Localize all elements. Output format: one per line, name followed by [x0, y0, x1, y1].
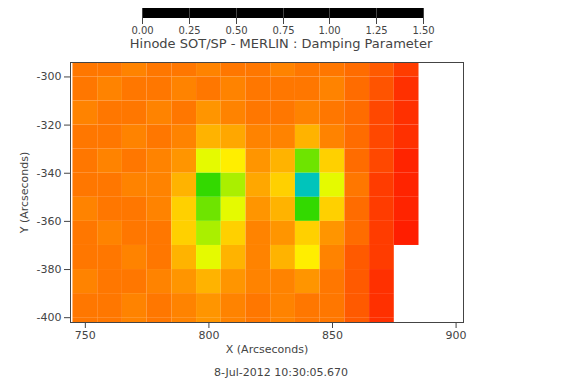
- html-text:8-Jul-2012 10:30:05.670: 8-Jul-2012 10:30:05.670: [213, 366, 349, 379]
- svg-text:Y (Arcseconds): Y (Arcseconds): [18, 152, 31, 235]
- svg-text:-380: -380: [37, 263, 62, 276]
- svg-text:900: 900: [446, 329, 467, 342]
- svg-text:0.50: 0.50: [225, 25, 247, 36]
- html-text:Hinode SOT/SP - MERLIN : Dampi: Hinode SOT/SP - MERLIN : Damping Paramet…: [129, 36, 433, 51]
- svg-text:1.25: 1.25: [365, 25, 387, 36]
- svg-text:800: 800: [198, 329, 219, 342]
- svg-text:-300: -300: [37, 70, 62, 83]
- svg-text:-320: -320: [37, 119, 62, 132]
- svg-text:1.00: 1.00: [318, 25, 340, 36]
- svg-text:750: 750: [75, 329, 96, 342]
- svg-text:0.75: 0.75: [272, 25, 294, 36]
- svg-text:-360: -360: [37, 215, 62, 228]
- svg-text:X (Arcseconds): X (Arcseconds): [226, 343, 308, 356]
- svg-text:-400: -400: [37, 311, 62, 324]
- svg-text:1.50: 1.50: [412, 25, 434, 36]
- svg-text:850: 850: [322, 329, 343, 342]
- svg-text:0.25: 0.25: [178, 25, 200, 36]
- svg-text:-340: -340: [37, 167, 62, 180]
- svg-text:0.00: 0.00: [131, 25, 153, 36]
